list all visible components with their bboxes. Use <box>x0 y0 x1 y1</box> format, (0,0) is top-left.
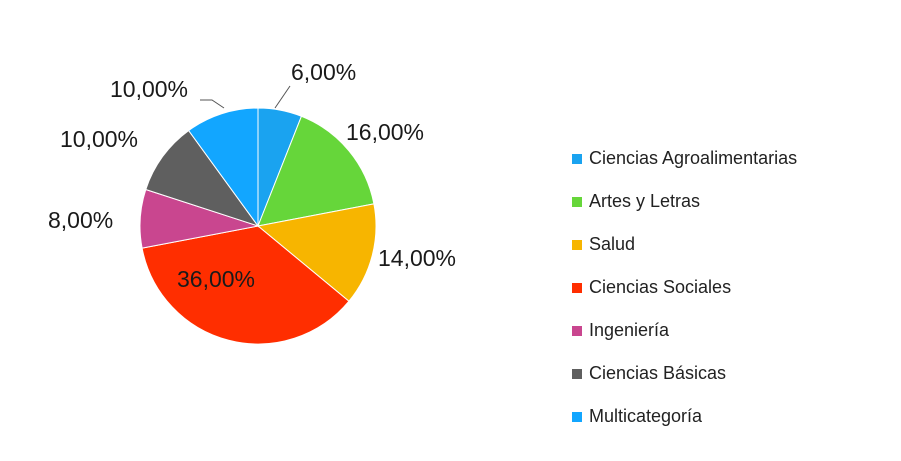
legend-item: Artes y Letras <box>572 180 797 223</box>
legend-label: Ingeniería <box>589 320 670 340</box>
legend-item: Ciencias Sociales <box>572 266 797 309</box>
pie-slice-5 <box>145 129 260 227</box>
data-label-0: 6,00% <box>291 59 356 85</box>
data-label-2: 14,00% <box>378 245 456 271</box>
leader-line-6 <box>200 99 225 109</box>
pie-slice-3 <box>141 225 350 345</box>
data-label-4: 8,00% <box>48 207 113 233</box>
data-label-1: 16,00% <box>346 119 424 145</box>
legend-swatch <box>572 196 582 207</box>
pie-slice-6 <box>187 107 259 228</box>
legend-swatch <box>572 325 582 336</box>
leader-line-0 <box>274 85 291 109</box>
pie-slice-2 <box>256 203 377 302</box>
data-label-3: 36,00% <box>177 266 255 292</box>
legend: Ciencias Agroalimentarias Artes y Letras S… <box>572 137 797 438</box>
legend-swatch <box>572 282 582 293</box>
legend-label: Ciencias Agroalimentarias <box>589 148 798 168</box>
data-label-5: 10,00% <box>60 126 138 152</box>
legend-label: Multicategoría <box>589 406 703 426</box>
legend-item: Ciencias Agroalimentarias <box>572 137 797 180</box>
legend-item: Salud <box>572 223 797 266</box>
legend-item: Ingeniería <box>572 309 797 352</box>
legend-item: Ciencias Básicas <box>572 352 797 395</box>
data-label-6: 10,00% <box>110 76 188 102</box>
legend-swatch <box>572 368 582 379</box>
legend-swatch <box>572 153 582 164</box>
legend-item: Multicategoría <box>572 395 797 438</box>
legend-label: Artes y Letras <box>589 191 701 211</box>
legend-swatch <box>572 239 582 250</box>
pie-slice-1 <box>257 115 375 227</box>
legend-label: Salud <box>589 234 636 254</box>
legend-label: Ciencias Básicas <box>589 363 727 383</box>
legend-swatch <box>572 411 582 422</box>
legend-label: Ciencias Sociales <box>589 277 732 297</box>
